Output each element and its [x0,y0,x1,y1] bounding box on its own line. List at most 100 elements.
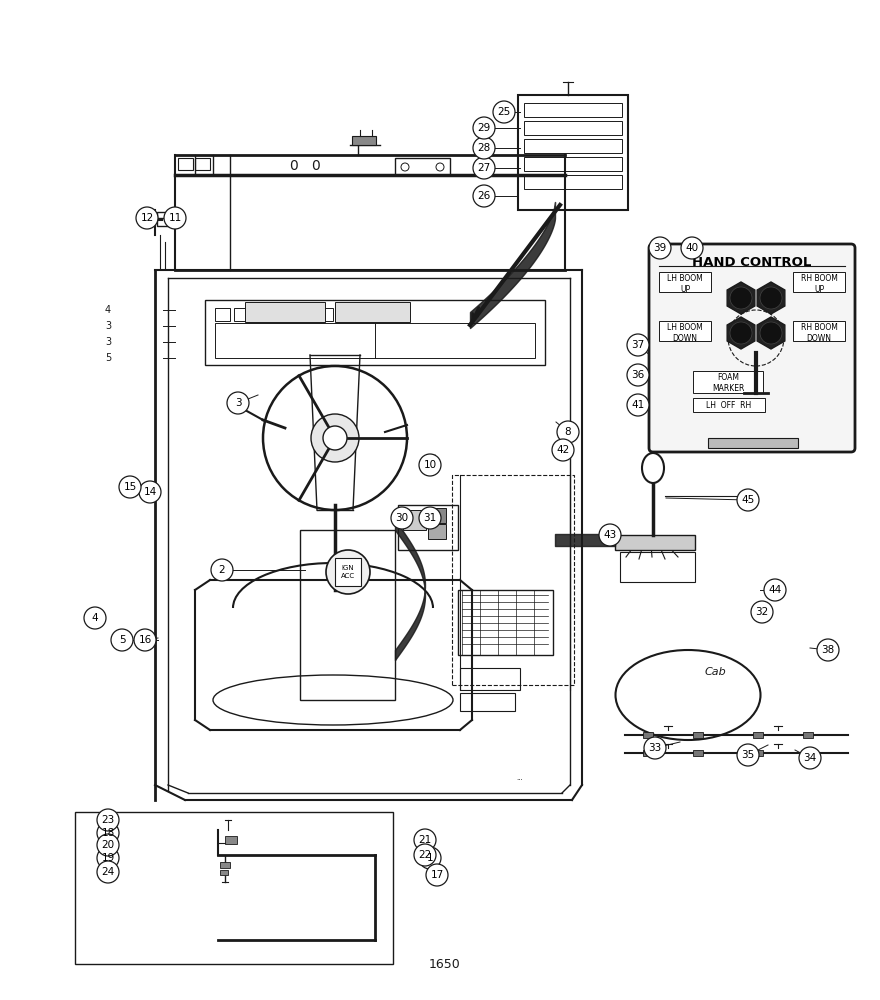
Circle shape [751,601,773,623]
Circle shape [97,834,119,856]
Bar [395,158,450,175]
Circle shape [493,101,515,123]
Circle shape [419,847,441,869]
Circle shape [311,414,359,462]
Circle shape [414,844,436,866]
Circle shape [211,559,233,581]
Bar [659,321,711,341]
Text: IGN
ACC: IGN ACC [341,566,355,578]
Text: 23: 23 [101,815,114,825]
Circle shape [681,237,703,259]
Text: LH BOOM
DOWN: LH BOOM DOWN [667,323,703,343]
Text: Cab: Cab [704,667,726,677]
Bar [335,302,410,322]
Text: 36: 36 [631,370,645,380]
Circle shape [227,392,249,414]
Bar [428,524,446,539]
Text: 22: 22 [418,850,431,860]
Bar [291,308,306,321]
Text: 39: 39 [653,243,667,253]
Circle shape [84,607,106,629]
Bar [643,750,653,756]
Text: RH BOOM
UP: RH BOOM UP [801,274,838,294]
Text: 4: 4 [92,613,99,623]
Bar [452,475,574,685]
Circle shape [627,334,649,356]
Circle shape [139,481,161,503]
Text: 5: 5 [105,353,111,363]
Bar [205,300,545,365]
Text: 1: 1 [427,853,433,863]
Bar [524,103,622,117]
Bar [335,558,361,586]
Circle shape [737,744,759,766]
Text: 35: 35 [741,750,755,760]
Bar [693,750,703,756]
Bar [753,750,763,756]
Bar [458,590,553,655]
Text: 5: 5 [119,635,125,645]
Text: 0: 0 [311,159,319,173]
Text: 27: 27 [477,163,491,173]
Text: 15: 15 [123,482,136,492]
Text: 26: 26 [477,191,491,201]
Bar [220,870,228,875]
Bar [693,398,765,412]
Text: 42: 42 [556,445,569,455]
Bar [460,693,515,711]
Text: 20: 20 [101,840,114,850]
Bar [225,836,237,844]
Text: 43: 43 [604,530,617,540]
Text: 12: 12 [141,213,154,223]
Circle shape [649,237,671,259]
Circle shape [760,287,782,309]
Text: 1650: 1650 [429,958,461,972]
Circle shape [97,822,119,844]
Bar [803,750,813,756]
Text: 2: 2 [219,565,225,575]
Text: HAND CONTROL: HAND CONTROL [693,255,811,268]
Text: FOAM
MARKER: FOAM MARKER [712,373,744,393]
Circle shape [391,507,413,529]
Text: 3: 3 [235,398,241,408]
Circle shape [552,439,574,461]
Bar [394,308,409,321]
Bar [793,272,845,292]
Circle shape [111,629,133,651]
Text: LH BOOM
UP: LH BOOM UP [667,274,703,294]
Circle shape [737,489,759,511]
Text: RH BOOM
DOWN: RH BOOM DOWN [801,323,838,343]
Circle shape [760,322,782,344]
Text: LH  OFF  RH: LH OFF RH [707,401,752,410]
Bar [428,508,446,523]
Circle shape [97,847,119,869]
Bar [215,323,535,358]
FancyBboxPatch shape [649,244,855,452]
Text: 28: 28 [477,143,491,153]
Bar [518,95,628,210]
Text: 0: 0 [289,159,297,173]
Text: 3: 3 [105,321,111,331]
Circle shape [473,117,495,139]
Bar [403,510,426,530]
Bar [352,136,376,145]
Circle shape [426,864,448,886]
Circle shape [119,476,141,498]
Circle shape [473,157,495,179]
Bar [234,308,249,321]
Bar [620,552,695,582]
Text: 40: 40 [686,243,699,253]
Text: 14: 14 [143,487,157,497]
Circle shape [627,394,649,416]
Bar [375,308,390,321]
Text: 8: 8 [565,427,571,437]
Bar [272,308,287,321]
Circle shape [627,364,649,386]
Bar [195,158,210,170]
Bar [356,308,371,321]
Bar [253,308,268,321]
Text: 3: 3 [105,337,111,347]
Bar [693,732,703,738]
Bar [215,308,230,321]
Bar [524,121,622,135]
